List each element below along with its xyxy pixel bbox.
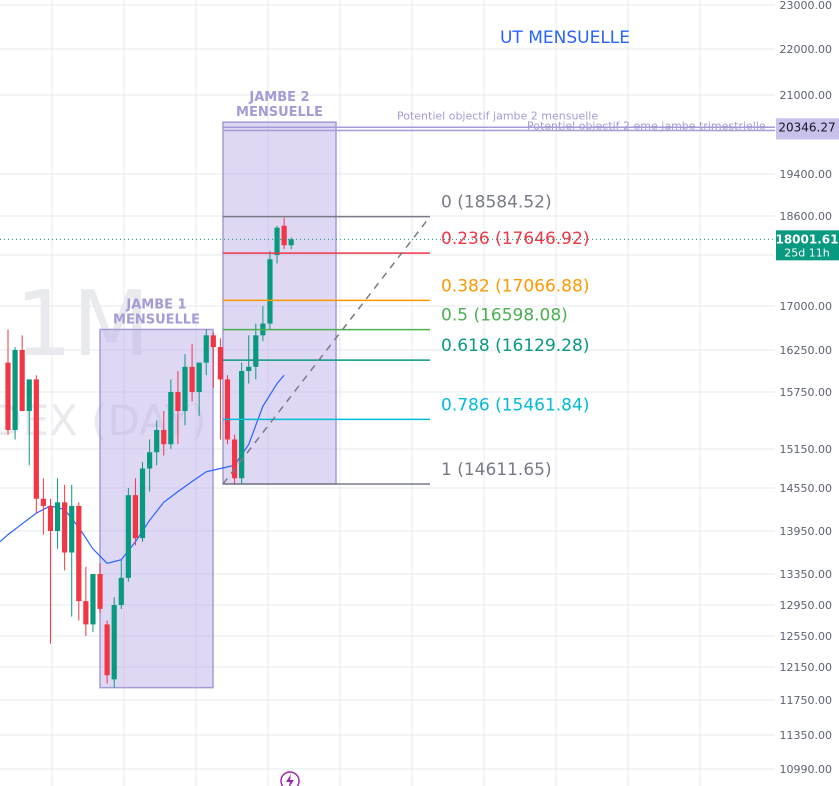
leg-box-label-line2: MENSUELLE xyxy=(113,312,200,327)
y-tick-label: 11350.00 xyxy=(780,729,833,742)
y-tick-label: 13350.00 xyxy=(780,568,833,581)
current-price-tag xyxy=(776,230,839,261)
candle-body xyxy=(132,495,139,539)
candle-body xyxy=(281,225,287,246)
leg-box xyxy=(99,328,214,689)
candle-body xyxy=(47,505,54,531)
candle-body xyxy=(267,259,273,324)
candle-body xyxy=(246,366,252,371)
candle-body xyxy=(90,574,96,625)
fib-trend-line xyxy=(222,216,431,485)
candle-body xyxy=(111,605,117,680)
watermark-main: 1M xyxy=(15,272,150,377)
leg-box-label-line2: MENSUELLE xyxy=(236,105,323,120)
target-lines: Potentiel objectif jambe 2 mensuellePote… xyxy=(223,109,775,132)
leg-box-label-line1: JAMBE 1 xyxy=(125,297,186,312)
y-tick-label: 16250.00 xyxy=(780,344,833,357)
candle-body xyxy=(104,624,110,676)
candle-body xyxy=(224,379,231,440)
y-tick-label: 21000.00 xyxy=(780,89,833,102)
candle-body xyxy=(210,335,216,348)
candle-body xyxy=(274,227,280,255)
y-tick-label: 22000.00 xyxy=(780,43,833,56)
candle-body xyxy=(154,430,160,453)
y-tick-label: 12550.00 xyxy=(780,630,833,643)
candle-body xyxy=(203,335,209,363)
fib-level-label: 0.786 (15461.84) xyxy=(441,395,589,415)
fib-level-label: 0.236 (17646.92) xyxy=(441,229,589,249)
lightning-icon[interactable] xyxy=(280,771,300,786)
target-price-tag xyxy=(776,118,839,137)
y-tick-label: 17000.00 xyxy=(780,300,833,313)
candle-body xyxy=(118,577,124,605)
target-price-tag-label: 20346.27 xyxy=(778,120,835,134)
y-tick-label: 14550.00 xyxy=(780,482,833,495)
candle-body xyxy=(189,366,195,392)
candle-body xyxy=(253,335,259,367)
candle-body xyxy=(196,362,202,392)
candle-body xyxy=(139,468,146,539)
candle-body xyxy=(168,392,174,445)
fib-level-label: 0 (18584.52) xyxy=(441,193,552,213)
fib-level-label: 1 (14611.65) xyxy=(441,460,552,480)
leg-box-label-line1: JAMBE 2 xyxy=(248,90,309,105)
candle-body xyxy=(26,379,32,411)
y-tick-label: 18600.00 xyxy=(780,210,833,223)
y-tick-label: 13950.00 xyxy=(780,525,833,538)
candles xyxy=(5,217,294,688)
candle-body xyxy=(62,502,68,553)
fibonacci-retracement[interactable]: 0 (18584.52) 0.236 (17646.92) 0.382 (17066… xyxy=(222,193,589,485)
candle-body xyxy=(69,505,75,553)
candle-body xyxy=(239,371,245,479)
candle-body xyxy=(147,452,153,469)
y-tick-label: 11750.00 xyxy=(780,694,833,707)
candle-body xyxy=(12,350,18,430)
candle-body xyxy=(54,502,61,531)
countdown-label: 25d 11h xyxy=(784,246,829,259)
candle-body xyxy=(125,495,131,578)
candle-body xyxy=(161,430,167,445)
y-tick-label: 12950.00 xyxy=(780,599,833,612)
chart-title: UT MENSUELLE xyxy=(500,28,630,48)
candle-body xyxy=(231,439,238,479)
y-tick-label: 23000.00 xyxy=(780,0,833,12)
y-tick-label: 12150.00 xyxy=(780,661,833,674)
candle-body xyxy=(83,601,89,625)
target-text: Potentiel objectif 2 eme jambe trimestri… xyxy=(527,119,766,132)
fib-level-label: 0.618 (16129.28) xyxy=(441,336,589,356)
y-tick-label: 10990.00 xyxy=(780,763,833,776)
candle-body xyxy=(19,350,25,411)
candle-body xyxy=(33,379,39,499)
candle-body xyxy=(5,362,11,430)
y-tick-label: 19400.00 xyxy=(780,168,833,181)
candle-body xyxy=(76,505,82,602)
fib-level-label: 0.382 (17066.88) xyxy=(441,276,589,296)
candle-body xyxy=(182,366,188,411)
target-text: Potentiel objectif jambe 2 mensuelle xyxy=(397,109,598,122)
candle-body xyxy=(288,239,294,246)
fib-level-label: 0.5 (16598.08) xyxy=(441,306,568,326)
y-tick-label: 15750.00 xyxy=(780,386,833,399)
candle-body xyxy=(217,347,223,380)
candle-body xyxy=(97,574,103,609)
current-price-label: 18001.61 xyxy=(775,232,838,246)
candle-body xyxy=(40,498,46,506)
y-tick-label: 15150.00 xyxy=(780,443,833,456)
candle-body xyxy=(175,392,181,411)
